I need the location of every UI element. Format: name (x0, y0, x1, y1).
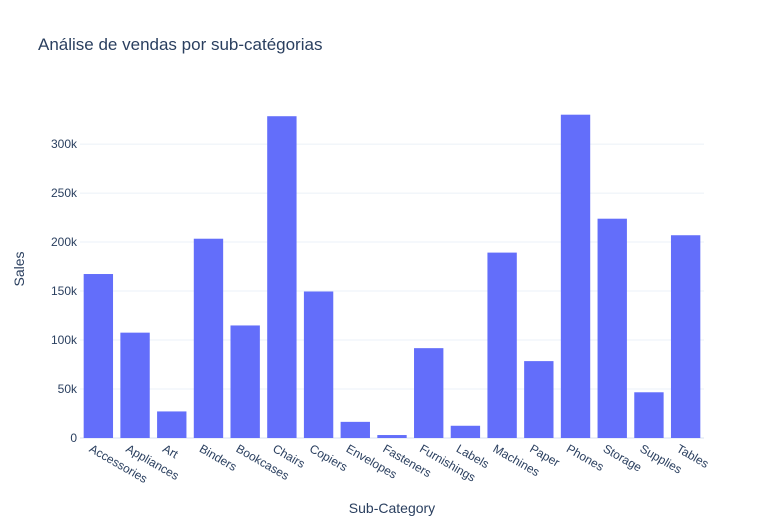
x-tick-label: Phones (564, 441, 606, 473)
x-tick-label: Copiers (307, 441, 350, 474)
x-axis-title: Sub-Category (349, 500, 435, 516)
bar-art[interactable] (157, 411, 187, 438)
bar-accessories[interactable] (83, 274, 114, 438)
bars (83, 114, 701, 439)
bar-phones[interactable] (560, 114, 591, 439)
bar-supplies[interactable] (634, 392, 664, 438)
bar-binders[interactable] (193, 238, 224, 438)
x-tick-label: Storage (601, 441, 645, 474)
chart-title: Análise de vendas por sub-catégorias (38, 35, 322, 54)
y-tick-label: 50k (58, 382, 78, 396)
bar-envelopes[interactable] (340, 421, 370, 438)
y-axis-title: Sales (11, 251, 27, 286)
x-tick-label: Art (160, 441, 181, 461)
bar-copiers[interactable] (303, 291, 334, 438)
bar-machines[interactable] (487, 252, 517, 438)
bar-chairs[interactable] (267, 116, 297, 438)
y-tick-label: 100k (51, 333, 78, 347)
bar-appliances[interactable] (120, 332, 150, 438)
bar-furnishings[interactable] (414, 348, 444, 438)
bar-bookcases[interactable] (230, 325, 260, 438)
y-tick-label: 150k (51, 284, 78, 298)
y-tick-label: 0 (70, 431, 77, 445)
bar-fasteners[interactable] (377, 435, 407, 438)
y-axis-ticks: 0 50k 100k 150k 200k 250k 300k (51, 137, 78, 445)
y-tick-label: 200k (51, 235, 78, 249)
x-tick-label: Binders (197, 441, 239, 473)
y-tick-label: 250k (51, 186, 78, 200)
bar-paper[interactable] (524, 361, 554, 438)
bar-storage[interactable] (597, 218, 627, 438)
bar-tables[interactable] (670, 235, 701, 438)
bar-labels[interactable] (450, 425, 481, 438)
y-tick-label: 300k (51, 137, 78, 151)
